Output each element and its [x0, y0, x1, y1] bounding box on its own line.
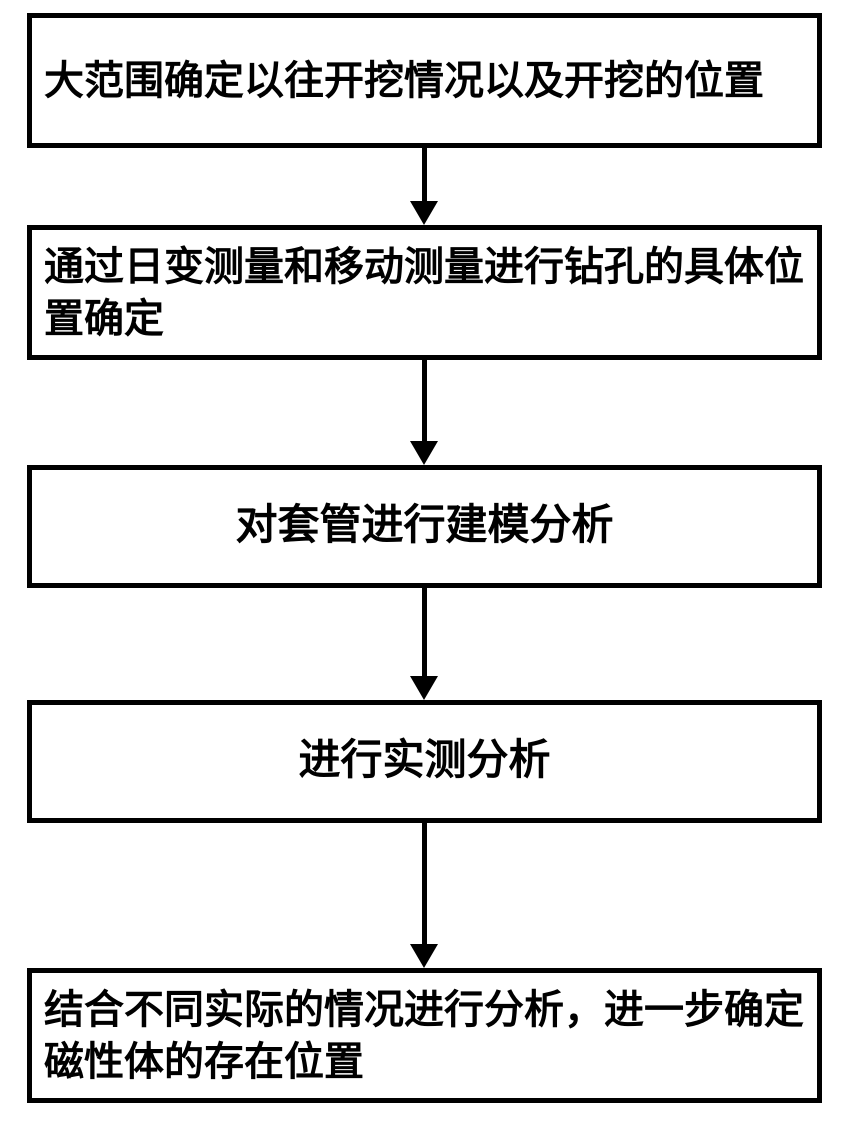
flow-node-4-text: 进行实测分析	[44, 734, 805, 789]
arrow-3-line	[422, 588, 427, 676]
arrow-4-line	[422, 823, 427, 944]
flow-node-2: 通过日变测量和移动测量进行钻孔的具体位置确定	[27, 225, 822, 360]
arrow-1-head	[410, 201, 438, 225]
arrow-1-line	[422, 148, 427, 201]
arrow-3-head	[410, 676, 438, 700]
flow-node-4: 进行实测分析	[27, 700, 822, 823]
flow-node-5: 结合不同实际的情况进行分析，进一步确定磁性体的存在位置	[27, 968, 822, 1103]
arrow-2-head	[410, 441, 438, 465]
flow-node-3: 对套管进行建模分析	[27, 465, 822, 588]
flow-node-2-text: 通过日变测量和移动测量进行钻孔的具体位置确定	[44, 241, 805, 345]
arrow-4-head	[410, 944, 438, 968]
flow-node-5-text: 结合不同实际的情况进行分析，进一步确定磁性体的存在位置	[44, 984, 805, 1088]
flow-node-3-text: 对套管进行建模分析	[44, 499, 805, 554]
flow-node-1-text: 大范围确定以往开挖情况以及开挖的位置	[44, 55, 805, 107]
flow-node-1: 大范围确定以往开挖情况以及开挖的位置	[27, 13, 822, 148]
arrow-2-line	[422, 360, 427, 441]
flowchart-canvas: 大范围确定以往开挖情况以及开挖的位置 通过日变测量和移动测量进行钻孔的具体位置确…	[0, 0, 849, 1122]
